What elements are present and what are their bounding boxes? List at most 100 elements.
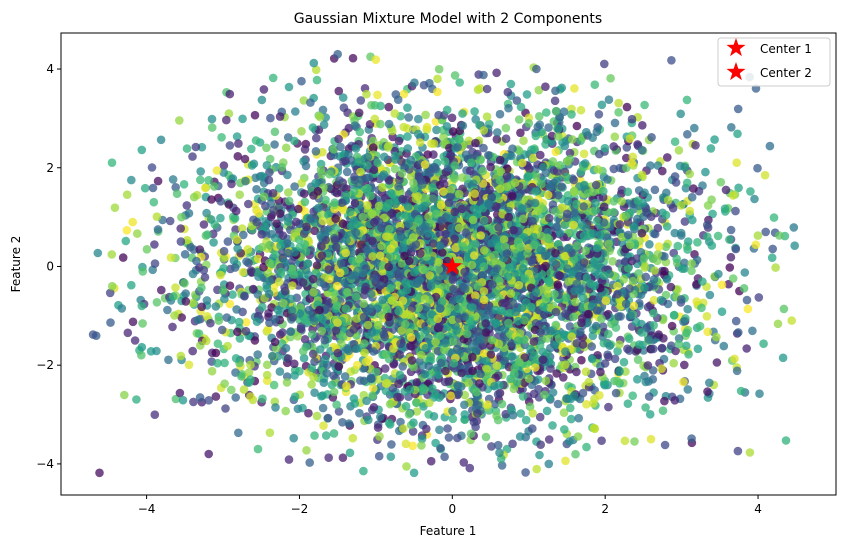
scatter-point bbox=[311, 65, 321, 75]
scatter-point bbox=[751, 240, 761, 249]
scatter-point bbox=[573, 432, 583, 441]
scatter-point bbox=[266, 199, 276, 208]
scatter-point bbox=[265, 428, 275, 438]
scatter-point bbox=[403, 103, 412, 112]
scatter-point bbox=[606, 74, 615, 83]
scatter-point bbox=[224, 109, 234, 118]
scatter-point bbox=[668, 203, 678, 213]
scatter-point bbox=[518, 158, 527, 168]
scatter-point bbox=[637, 170, 647, 180]
scatter-point bbox=[412, 398, 421, 407]
scatter-point bbox=[544, 123, 553, 132]
scatter-point bbox=[308, 349, 318, 359]
scatter-point bbox=[771, 263, 780, 272]
scatter-point bbox=[243, 245, 253, 254]
scatter-point bbox=[589, 399, 598, 408]
scatter-point bbox=[412, 378, 422, 387]
scatter-point bbox=[234, 317, 244, 327]
scatter-point bbox=[604, 329, 613, 339]
scatter-point bbox=[289, 270, 299, 280]
scatter-point bbox=[597, 436, 606, 446]
scatter-point bbox=[581, 367, 591, 377]
scatter-point bbox=[247, 144, 256, 154]
scatter-point bbox=[593, 165, 602, 174]
scatter-point bbox=[319, 421, 328, 431]
scatter-point bbox=[412, 407, 422, 416]
scatter-point bbox=[388, 126, 397, 136]
scatter-point bbox=[262, 370, 272, 380]
scatter-point bbox=[673, 285, 682, 294]
scatter-point bbox=[716, 177, 726, 187]
scatter-point bbox=[283, 354, 293, 363]
scatter-point bbox=[128, 217, 137, 227]
scatter-point bbox=[574, 413, 583, 423]
scatter-point bbox=[373, 423, 383, 432]
scatter-point bbox=[338, 93, 348, 102]
scatter-point bbox=[182, 201, 192, 210]
scatter-point bbox=[619, 357, 629, 367]
scatter-point bbox=[661, 210, 671, 220]
scatter-point bbox=[587, 342, 596, 351]
scatter-point bbox=[329, 371, 338, 381]
scatter-point bbox=[495, 109, 505, 119]
scatter-point bbox=[293, 404, 303, 414]
scatter-point bbox=[615, 367, 624, 376]
scatter-point bbox=[605, 246, 614, 256]
scatter-point bbox=[672, 254, 681, 264]
scatter-point bbox=[594, 295, 604, 304]
scatter-point bbox=[508, 439, 517, 449]
scatter-point bbox=[581, 246, 590, 256]
scatter-point bbox=[107, 250, 117, 259]
scatter-point bbox=[775, 231, 784, 240]
scatter-point bbox=[432, 125, 441, 135]
scatter-point bbox=[302, 446, 311, 455]
scatter-point bbox=[385, 399, 395, 409]
scatter-point bbox=[726, 252, 736, 262]
scatter-point bbox=[702, 312, 712, 321]
scatter-point bbox=[225, 141, 235, 150]
scatter-point bbox=[600, 59, 609, 69]
scatter-point bbox=[95, 468, 104, 478]
scatter-point bbox=[106, 318, 115, 327]
scatter-point bbox=[403, 144, 413, 153]
scatter-point bbox=[435, 393, 444, 402]
scatter-point bbox=[417, 441, 426, 450]
scatter-point bbox=[327, 380, 337, 390]
scatter-point bbox=[314, 203, 323, 213]
scatter-point bbox=[487, 442, 496, 451]
scatter-point bbox=[531, 187, 540, 196]
scatter-point bbox=[355, 408, 364, 418]
scatter-point bbox=[244, 199, 253, 209]
scatter-point bbox=[470, 107, 479, 116]
scatter-point bbox=[670, 228, 680, 238]
scatter-point bbox=[692, 297, 701, 306]
scatter-point bbox=[334, 134, 343, 144]
scatter-point bbox=[196, 341, 205, 350]
scatter-point bbox=[175, 116, 184, 125]
scatter-point bbox=[259, 85, 269, 94]
scatter-point bbox=[542, 334, 552, 343]
scatter-point bbox=[281, 343, 291, 353]
scatter-point bbox=[220, 294, 229, 304]
scatter-point bbox=[622, 153, 631, 163]
scatter-point bbox=[721, 185, 731, 195]
scatter-point bbox=[555, 228, 565, 238]
scatter-point bbox=[137, 342, 147, 352]
scatter-point bbox=[225, 89, 235, 99]
scatter-point bbox=[222, 115, 231, 125]
scatter-point bbox=[275, 367, 285, 376]
scatter-point bbox=[455, 78, 465, 87]
scatter-point bbox=[318, 391, 327, 400]
scatter-point bbox=[263, 324, 273, 334]
scatter-point bbox=[175, 388, 185, 398]
scatter-point bbox=[177, 313, 186, 322]
scatter-point bbox=[525, 402, 535, 412]
scatter-point bbox=[680, 217, 690, 226]
scatter-point bbox=[544, 459, 554, 469]
scatter-point bbox=[332, 188, 342, 198]
scatter-point bbox=[179, 180, 189, 189]
scatter-point bbox=[304, 305, 314, 315]
scatter-point bbox=[305, 458, 315, 467]
scatter-point bbox=[152, 346, 161, 356]
scatter-point bbox=[331, 214, 341, 223]
